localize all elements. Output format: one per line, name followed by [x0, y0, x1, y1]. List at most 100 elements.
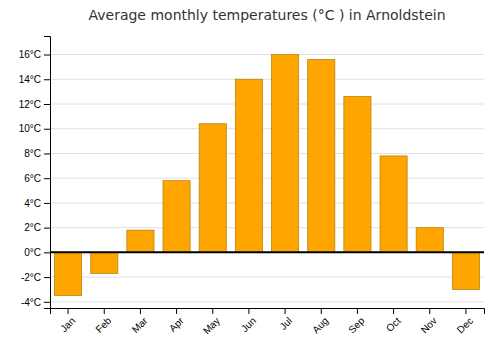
y-tick-label: -2°C: [21, 272, 41, 283]
y-tick-mark: [44, 129, 50, 130]
x-tick: Mar: [130, 308, 150, 335]
x-tick-mark: [321, 308, 322, 314]
grid-line: [50, 202, 484, 203]
x-tick-label: Oct: [384, 315, 403, 334]
y-tick: 16°C: [19, 49, 50, 60]
x-tick: Jul: [277, 308, 294, 332]
bar: [272, 55, 299, 253]
x-tick: Aug: [310, 308, 330, 335]
y-tick-mark: [44, 178, 50, 179]
x-tick-label: Sep: [346, 315, 367, 336]
y-tick-mark: [44, 252, 50, 253]
bar: [199, 124, 226, 253]
bar: [452, 252, 479, 289]
y-tick: 12°C: [19, 99, 50, 110]
grid-line: [50, 277, 484, 278]
y-tick-label: 14°C: [19, 74, 41, 85]
x-tick: Dec: [455, 308, 475, 335]
y-tick-label: 2°C: [24, 222, 41, 233]
y-tick-label: 8°C: [24, 148, 41, 159]
y-axis: -4°C -2°C 0°C 2°C 4°C 6°C 8°C 10°C 12°C 14°C 16°C: [19, 37, 51, 309]
x-tick: Nov: [419, 308, 439, 335]
y-tick-label: 6°C: [24, 173, 41, 184]
x-tick-mark: [68, 308, 69, 314]
y-tick: 2°C: [24, 222, 50, 233]
bar: [127, 230, 154, 252]
x-tick: Apr: [167, 308, 186, 334]
grid-line: [50, 301, 484, 302]
x-axis-line: [51, 309, 485, 315]
x-tick-label: Dec: [455, 315, 475, 335]
x-tick: Jan: [58, 308, 77, 334]
bar: [416, 228, 443, 253]
bar: [163, 181, 190, 253]
x-tick: May: [201, 308, 222, 336]
y-tick-label: 0°C: [24, 247, 41, 258]
y-tick-label: 16°C: [19, 49, 41, 60]
y-tick-label: 10°C: [19, 123, 41, 134]
x-tick-mark: [429, 308, 430, 314]
x-tick: Sep: [346, 308, 367, 335]
bar: [91, 252, 118, 273]
y-tick: 10°C: [19, 123, 50, 134]
y-tick-mark: [44, 79, 50, 80]
y-tick-mark: [44, 302, 50, 303]
y-tick-mark: [44, 104, 50, 105]
y-tick-mark: [44, 153, 50, 154]
grid: [50, 55, 484, 302]
y-tick: 0°C: [24, 247, 50, 258]
y-axis-line: [44, 37, 51, 309]
x-axis: Jan Feb Mar Apr May Jun Jul Aug Sep Oct Nov Dec: [51, 308, 485, 336]
bars: [55, 55, 480, 296]
y-tick-mark: [44, 228, 50, 229]
x-tick-label: May: [201, 315, 222, 336]
zero-line: [50, 251, 484, 253]
x-tick-label: Aug: [310, 315, 330, 335]
y-tick: 14°C: [19, 74, 50, 85]
y-tick-mark: [44, 277, 50, 278]
x-tick-label: Jan: [58, 315, 77, 334]
x-tick-mark: [393, 308, 394, 314]
grid-line: [50, 252, 484, 253]
bar: [380, 156, 407, 252]
x-tick-mark: [285, 308, 286, 314]
x-tick-mark: [176, 308, 177, 314]
chart-title: Average monthly temperatures (°C ) in Ar…: [88, 7, 445, 23]
grid-line: [50, 79, 484, 80]
grid-line: [50, 54, 484, 55]
chart-container: -4°C -2°C 0°C 2°C 4°C 6°C 8°C 10°C 12°C 14°C 16°C J…: [0, 0, 500, 350]
x-tick-mark: [248, 308, 249, 314]
y-tick: -4°C: [21, 297, 50, 308]
x-tick-label: Jun: [239, 315, 258, 334]
bar: [308, 59, 335, 252]
bar: [344, 97, 371, 253]
y-tick-label: 12°C: [19, 99, 41, 110]
x-tick-label: Nov: [419, 315, 439, 335]
bar: [55, 252, 82, 295]
y-tick-mark: [44, 203, 50, 204]
y-tick: -2°C: [21, 272, 50, 283]
x-tick-mark: [357, 308, 358, 314]
y-tick-label: 4°C: [24, 198, 41, 209]
bar: [235, 79, 262, 252]
x-tick-label: Mar: [130, 315, 150, 335]
x-tick-mark: [104, 308, 105, 314]
x-tick-label: Jul: [277, 315, 294, 332]
grid-line: [50, 104, 484, 105]
x-tick-label: Feb: [93, 315, 113, 335]
y-tick: 6°C: [24, 173, 50, 184]
x-tick-mark: [140, 308, 141, 314]
x-tick-label: Apr: [167, 315, 186, 334]
y-tick-label: -4°C: [21, 297, 41, 308]
y-tick: 8°C: [24, 148, 50, 159]
grid-line: [50, 153, 484, 154]
grid-line: [50, 178, 484, 179]
y-tick: 4°C: [24, 198, 50, 209]
x-tick: Oct: [384, 308, 403, 334]
plot-area: -4°C -2°C 0°C 2°C 4°C 6°C 8°C 10°C 12°C 14°C 16°C J…: [19, 37, 485, 337]
x-tick-mark: [212, 308, 213, 314]
y-tick-mark: [44, 55, 50, 56]
x-tick: Jun: [239, 308, 258, 334]
chart-svg: -4°C -2°C 0°C 2°C 4°C 6°C 8°C 10°C 12°C 14°C 16°C J…: [0, 0, 500, 350]
x-tick: Feb: [93, 308, 113, 335]
